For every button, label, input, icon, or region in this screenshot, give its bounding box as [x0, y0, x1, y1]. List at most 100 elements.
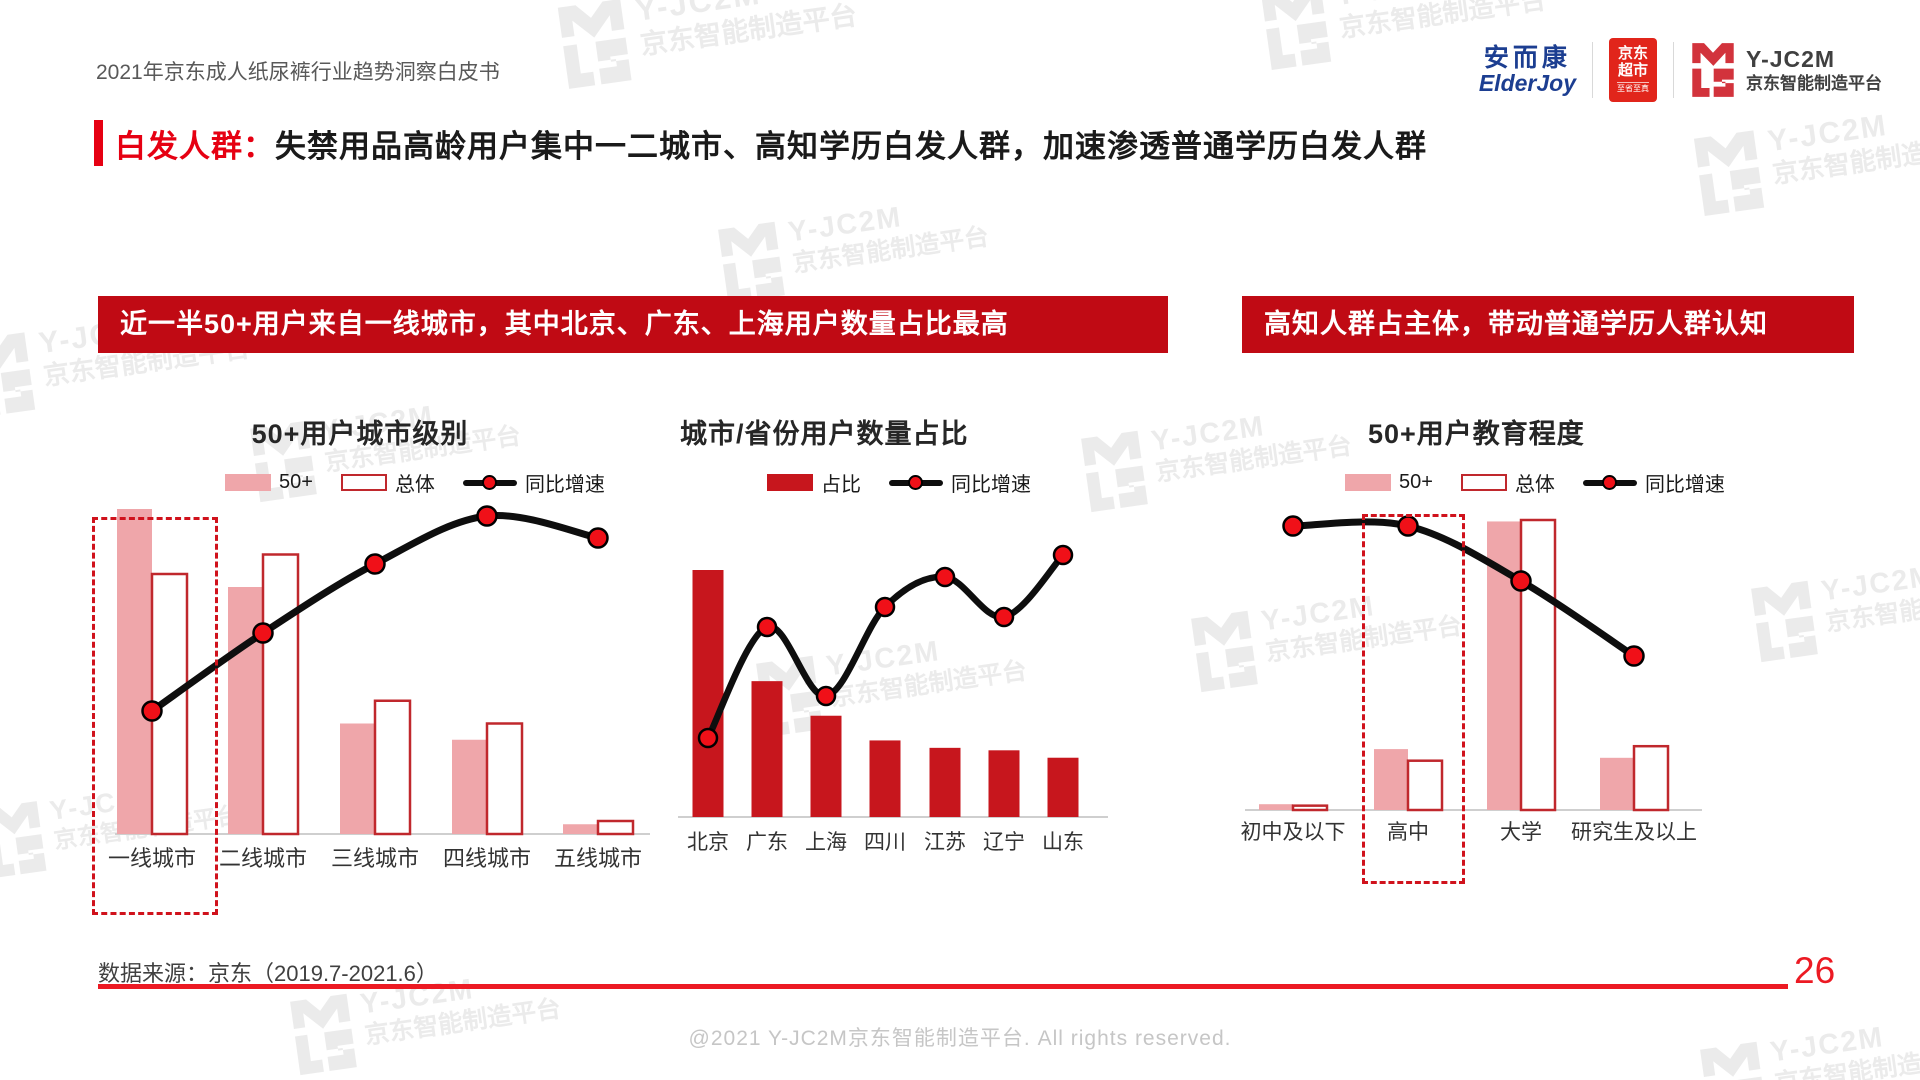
- bar-总体-五线城市: [596, 819, 635, 836]
- legend-swatch: [1460, 473, 1507, 491]
- bar-总体-初中及以下: [1291, 804, 1329, 812]
- legend-label: 同比增速: [951, 473, 1031, 496]
- category-label: 二线城市: [219, 846, 307, 871]
- chart-city-share-title: 城市/省份用户数量占比: [680, 419, 969, 449]
- page-header-title: 2021年京东成人纸尿裤行业趋势洞察白皮书: [96, 61, 500, 84]
- category-label: 山东: [1042, 831, 1084, 854]
- category-label: 研究生及以上: [1571, 821, 1697, 844]
- legend-item-同比增速: 同比增速: [462, 468, 605, 497]
- logo-divider: [1673, 42, 1674, 98]
- legend-item-50+: 50+: [1345, 471, 1433, 494]
- chart-city-tier-title: 50+用户城市级别: [251, 419, 469, 449]
- category-label: 辽宁: [983, 831, 1025, 854]
- watermark-line2: 京东智能制造平台: [1337, 0, 1548, 43]
- chart-city-tier-legend: 50+ 总体 同比增速: [225, 468, 670, 497]
- slide-title-highlight: 白发人群：: [115, 128, 275, 164]
- growth-point-四线城市: [476, 505, 498, 527]
- slide-title: 白发人群：失禁用品高龄用户集中一二城市、高知学历白发人群，加速渗透普通学历白发人…: [94, 120, 1427, 166]
- category-label: 三线城市: [331, 846, 419, 871]
- bar-占比-辽宁: [988, 750, 1020, 817]
- chart-city-share-plot: 北京 广东 上海 四川 江苏 辽宁 山东: [678, 544, 1108, 854]
- elderjoy-en-label: ElderJoy: [1478, 70, 1576, 97]
- legend-item-50+: 50+: [225, 471, 313, 494]
- page-number: 26: [1794, 950, 1836, 991]
- logo-divider: [1592, 42, 1593, 98]
- bar-占比-北京: [692, 570, 724, 817]
- bar-50+-高中: [1374, 749, 1408, 810]
- category-label: 五线城市: [554, 846, 642, 871]
- jd-supermarket-logo: 京东超市 至省至真: [1609, 38, 1657, 102]
- legend-label: 总体: [394, 473, 435, 496]
- watermark: Y-JC2M 京东智能制造平台: [554, 0, 862, 92]
- legend-item-总体: 总体: [1460, 468, 1555, 497]
- bar-50+-五线城市: [563, 824, 598, 834]
- logo-row: 安而康 ElderJoy 京东超市 至省至真 Y-JC2M 京东智能制造平台: [1479, 38, 1882, 102]
- footer-rule: [98, 984, 1788, 989]
- bar-总体-研究生及以上: [1632, 744, 1670, 812]
- growth-point-北京: [697, 727, 719, 749]
- legend-line-marker: [889, 474, 943, 491]
- growth-point-辽宁: [993, 606, 1015, 628]
- watermark: Y-JC2M 京东智能制造平台: [715, 190, 993, 307]
- growth-point-山东: [1052, 544, 1074, 566]
- jc2m-logo-icon: [1260, 0, 1332, 70]
- bar-总体-二线城市: [261, 553, 300, 836]
- copyright-note: @2021 Y-JC2M京东智能制造平台. All rights reserve…: [688, 1027, 1232, 1050]
- legend-swatch: [340, 473, 387, 491]
- chart-education: 50+用户教育程度 50+ 总体 同比增速 初中及以下 高中 大学 研究生及以上: [1240, 412, 1880, 881]
- legend-label: 同比增速: [524, 473, 605, 496]
- bar-总体-三线城市: [373, 699, 412, 836]
- category-label: 高中: [1387, 821, 1429, 844]
- jc2m-logo-icon: [1692, 43, 1734, 97]
- category-label: 大学: [1500, 821, 1542, 844]
- legend-line-marker: [462, 474, 517, 491]
- bar-50+-一线城市: [117, 509, 152, 834]
- bar-占比-广东: [751, 681, 783, 817]
- jc2m-logo-icon: [0, 801, 47, 879]
- legend-label: 50+: [279, 470, 313, 493]
- jc2m-sub-label: 京东智能制造平台: [1746, 73, 1882, 93]
- watermark-line2: 京东智能制造平台: [638, 0, 859, 61]
- growth-point-五线城市: [587, 527, 609, 549]
- chart-education-plot: 初中及以下 高中 大学 研究生及以上: [1241, 515, 1702, 844]
- elderjoy-cn-label: 安而康: [1483, 43, 1571, 72]
- category-label: 四线城市: [443, 846, 531, 871]
- chart-city-tier-plot: 一线城市 二线城市 三线城市 四线城市 五线城市: [108, 505, 650, 871]
- watermark: Y-JC2M 京东智能制造平台: [1691, 97, 1920, 220]
- category-label: 四川: [864, 831, 906, 854]
- bar-占比-上海: [810, 715, 842, 817]
- elderjoy-logo: 安而康 ElderJoy: [1478, 43, 1576, 97]
- banner-education: 高知人群占主体，带动普通学历人群认知: [1242, 296, 1854, 353]
- bar-50+-初中及以下: [1259, 804, 1293, 810]
- category-label: 一线城市: [108, 846, 196, 871]
- category-label: 广东: [746, 831, 788, 854]
- jd-supermarket-label: 京东超市: [1617, 45, 1648, 79]
- bar-总体-大学: [1519, 518, 1557, 812]
- watermark-line1: Y-JC2M: [786, 201, 904, 249]
- growth-point-江苏: [934, 566, 956, 588]
- bar-总体-四线城市: [485, 722, 524, 836]
- bar-50+-三线城市: [340, 723, 375, 834]
- bar-占比-江苏: [929, 747, 961, 817]
- growth-point-三线城市: [364, 553, 386, 575]
- chart-education-title: 50+用户教育程度: [1368, 419, 1585, 449]
- growth-point-高中: [1397, 515, 1419, 537]
- watermark-line1: Y-JC2M: [633, 0, 764, 29]
- growth-point-四川: [874, 596, 896, 618]
- legend-line-marker: [1582, 474, 1637, 491]
- legend-item-同比增速: 同比增速: [1582, 468, 1725, 497]
- banner-city: 近一半50+用户来自一线城市，其中北京、广东、上海用户数量占比最高: [98, 296, 1168, 353]
- bar-50+-四线城市: [452, 739, 487, 834]
- legend-item-总体: 总体: [340, 468, 435, 497]
- chart-city-share-legend: 占比 同比增速: [767, 468, 1240, 497]
- slide-title-rest: 失禁用品高龄用户集中一二城市、高知学历白发人群，加速渗透普通学历白发人群: [275, 128, 1427, 164]
- jc2m-logo: Y-JC2M 京东智能制造平台: [1690, 41, 1882, 99]
- legend-swatch: [767, 473, 813, 491]
- growth-line: [1289, 518, 1638, 660]
- legend-label: 同比增速: [1644, 473, 1725, 496]
- category-label: 江苏: [924, 831, 966, 854]
- watermark-line1: Y-JC2M: [1765, 108, 1890, 159]
- jc2m-logo-icon: [1693, 130, 1765, 216]
- legend-item-占比: 占比: [767, 468, 861, 497]
